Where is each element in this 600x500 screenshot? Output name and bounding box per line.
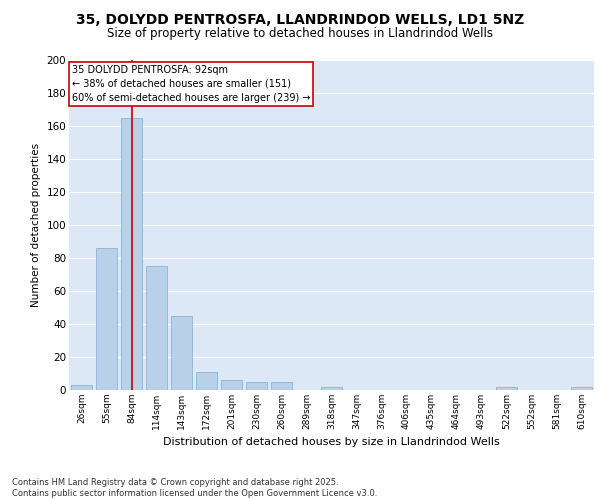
X-axis label: Distribution of detached houses by size in Llandrindod Wells: Distribution of detached houses by size …	[163, 438, 500, 448]
Bar	[121, 118, 142, 390]
Bar	[496, 386, 517, 390]
Bar	[321, 386, 342, 390]
Text: Size of property relative to detached houses in Llandrindod Wells: Size of property relative to detached ho…	[107, 28, 493, 40]
Bar	[571, 386, 592, 390]
Text: 35, DOLYDD PENTROSFA, LLANDRINDOD WELLS, LD1 5NZ: 35, DOLYDD PENTROSFA, LLANDRINDOD WELLS,…	[76, 12, 524, 26]
Bar	[171, 316, 192, 390]
Bar	[271, 382, 292, 390]
Bar	[246, 382, 267, 390]
Bar	[221, 380, 242, 390]
Bar	[196, 372, 217, 390]
Bar	[96, 248, 117, 390]
Bar	[71, 385, 92, 390]
Bar	[146, 266, 167, 390]
Y-axis label: Number of detached properties: Number of detached properties	[31, 143, 41, 307]
Text: 35 DOLYDD PENTROSFA: 92sqm
← 38% of detached houses are smaller (151)
60% of sem: 35 DOLYDD PENTROSFA: 92sqm ← 38% of deta…	[71, 65, 310, 103]
Text: Contains HM Land Registry data © Crown copyright and database right 2025.
Contai: Contains HM Land Registry data © Crown c…	[12, 478, 377, 498]
